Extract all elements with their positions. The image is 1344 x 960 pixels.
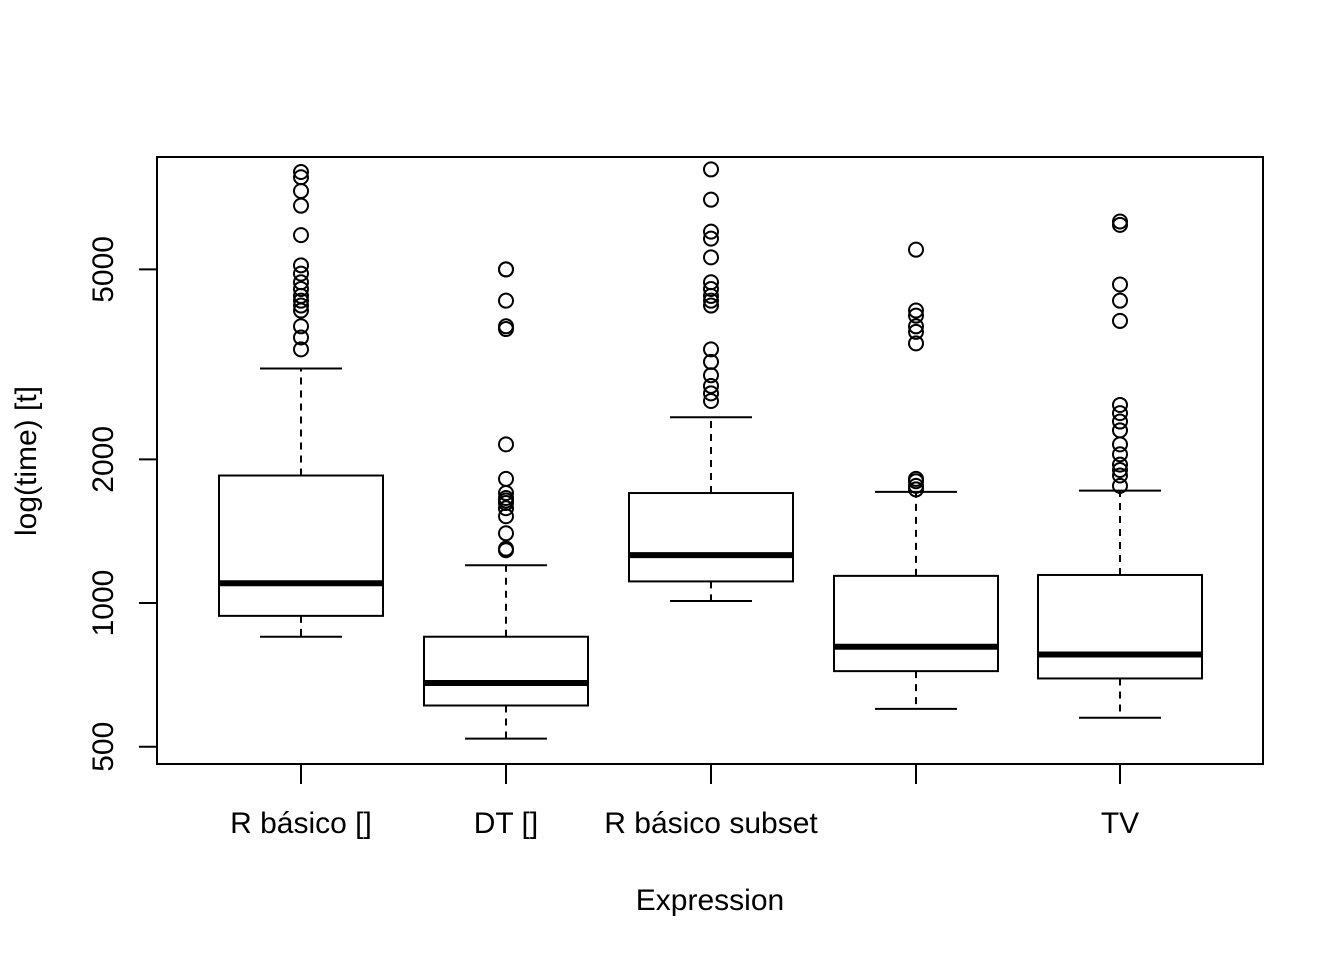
x-tick-label: TV xyxy=(1101,807,1139,840)
outlier-point xyxy=(703,393,719,410)
outlier-point xyxy=(1112,461,1128,478)
outlier-point xyxy=(908,241,924,258)
iqr-box xyxy=(218,474,384,617)
outlier-point xyxy=(293,182,309,199)
outlier-point xyxy=(703,377,719,394)
outlier-point xyxy=(293,197,309,214)
outlier-point xyxy=(293,227,309,244)
outlier-point xyxy=(293,292,309,309)
outlier-point xyxy=(293,341,309,358)
outlier-point xyxy=(293,169,309,186)
outlier-point xyxy=(1112,413,1128,430)
y-axis: 500 1000 2000 5000 xyxy=(87,236,158,772)
outlier-point xyxy=(1112,276,1128,293)
outlier-point xyxy=(498,470,514,487)
outlier-point xyxy=(1112,456,1128,473)
outlier-point xyxy=(498,318,514,335)
outlier-point xyxy=(1112,477,1128,494)
outlier-point xyxy=(703,297,719,314)
outlier-point xyxy=(703,230,719,247)
outlier-point xyxy=(908,307,924,324)
outlier-point xyxy=(703,367,719,384)
outlier-point xyxy=(703,292,719,309)
iqr-box xyxy=(423,635,589,707)
x-tick-label: DT [] xyxy=(474,807,538,840)
outlier-point xyxy=(703,191,719,208)
y-tick-label: 1000 xyxy=(87,570,120,637)
outlier-point xyxy=(908,477,924,494)
iqr-box xyxy=(1037,573,1203,680)
outlier-point xyxy=(1112,216,1128,233)
outlier-point xyxy=(498,292,514,309)
outlier-point xyxy=(293,265,309,282)
x-axis-title: Expression xyxy=(636,884,784,917)
outlier-point xyxy=(1112,396,1128,413)
outlier-point xyxy=(703,341,719,358)
outlier-point xyxy=(1112,446,1128,463)
outlier-point xyxy=(1112,467,1128,484)
x-tick-label: R básico [] xyxy=(230,807,372,840)
outlier-point xyxy=(498,500,514,517)
outlier-point xyxy=(703,280,719,297)
outlier-point xyxy=(908,323,924,340)
outlier-point xyxy=(1112,292,1128,309)
box-group xyxy=(218,161,1203,740)
outlier-point xyxy=(1112,213,1128,230)
outlier-point xyxy=(498,489,514,506)
outlier-point xyxy=(1112,405,1128,422)
outlier-point xyxy=(293,329,309,346)
outlier-point xyxy=(293,297,309,314)
outlier-point xyxy=(703,161,719,178)
iqr-box xyxy=(628,492,794,583)
y-axis-title: log(time) [t] xyxy=(10,386,43,536)
outlier-point xyxy=(498,540,514,557)
outlier-point xyxy=(293,274,309,291)
outlier-point xyxy=(703,249,719,266)
outlier-point xyxy=(908,470,924,487)
outlier-point xyxy=(1112,312,1128,329)
outlier-point xyxy=(293,280,309,297)
outlier-point xyxy=(703,353,719,370)
outlier-point xyxy=(498,525,514,542)
outlier-point xyxy=(908,335,924,352)
y-tick-label: 500 xyxy=(87,722,120,772)
outlier-point xyxy=(1112,436,1128,453)
outlier-point xyxy=(703,274,719,291)
iqr-box xyxy=(833,574,999,673)
x-axis: R básico [] DT [] R básico subset TV xyxy=(230,764,1139,840)
outlier-point xyxy=(908,302,924,319)
y-tick-label: 5000 xyxy=(87,236,120,303)
y-tick-label: 2000 xyxy=(87,426,120,493)
x-tick-label: R básico subset xyxy=(604,807,818,840)
outlier-point xyxy=(498,508,514,525)
outlier-point xyxy=(908,318,924,335)
outlier-point xyxy=(293,257,309,274)
outlier-point xyxy=(293,163,309,180)
outlier-point xyxy=(498,436,514,453)
outlier-point xyxy=(498,261,514,278)
outlier-point xyxy=(1112,422,1128,439)
outlier-point xyxy=(703,223,719,240)
outlier-point xyxy=(703,385,719,402)
outlier-point xyxy=(293,318,309,335)
